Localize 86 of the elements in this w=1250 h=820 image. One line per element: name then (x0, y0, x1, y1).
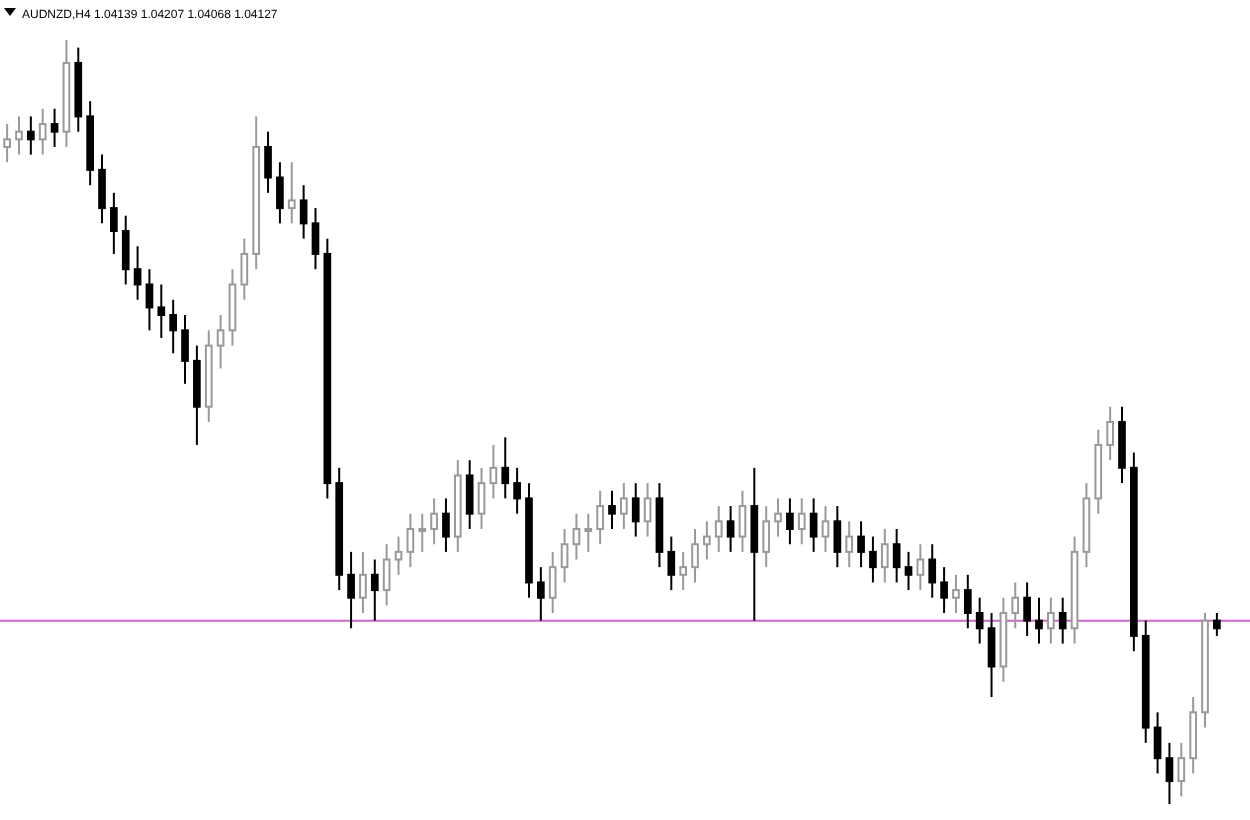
candlestick (311, 207, 320, 271)
candlestick (442, 497, 450, 553)
candlestick (1035, 596, 1043, 645)
candlestick (987, 612, 996, 699)
candlestick (892, 527, 901, 584)
candlestick (857, 520, 865, 569)
candlestick (952, 573, 960, 614)
candlestick (963, 573, 972, 630)
candlestick (631, 482, 640, 538)
candlestick (193, 344, 201, 446)
candlestick (489, 443, 498, 500)
candlestick (809, 497, 818, 553)
candlestick (477, 466, 486, 530)
candlestick (157, 283, 166, 339)
candlestick (536, 566, 545, 622)
candlestick (1011, 581, 1020, 630)
candlestick (703, 520, 711, 561)
candlestick (880, 527, 889, 584)
candlestick (940, 566, 948, 614)
candlestick (264, 130, 272, 194)
candlestick (620, 482, 628, 530)
candlestick (98, 153, 106, 225)
candlestick (133, 245, 142, 301)
candlestick (596, 489, 604, 546)
candlestick (501, 436, 510, 500)
candlestick (216, 314, 225, 370)
candlestick (845, 520, 854, 569)
candlestick (608, 489, 616, 530)
candlestick (1153, 711, 1162, 775)
candlestick (1023, 581, 1031, 637)
candlestick (667, 535, 676, 592)
candlestick (382, 543, 391, 607)
candlestick (50, 107, 59, 148)
candlestick (1213, 612, 1221, 637)
candlestick (169, 298, 178, 355)
candlestick (38, 107, 47, 156)
candlestick (347, 550, 355, 630)
candlestick (1118, 405, 1126, 485)
candlestick (1058, 596, 1067, 645)
candlestick (643, 482, 652, 538)
candlestick (833, 505, 842, 569)
candlestick (394, 535, 403, 576)
candlestick (276, 161, 284, 225)
candlestick (145, 268, 154, 332)
candlestick (762, 505, 771, 569)
candlestick (714, 505, 723, 553)
candlestick (904, 550, 913, 592)
candlestick (738, 489, 747, 553)
candlestick (750, 466, 759, 622)
candlestick (1046, 596, 1055, 645)
candlestick (406, 512, 415, 569)
candlestick (975, 596, 984, 645)
candlestick (181, 314, 189, 385)
candlestick (774, 497, 782, 538)
candlestick (370, 558, 379, 622)
candlestick (287, 161, 296, 225)
candlestick (228, 268, 237, 347)
candlestick (679, 550, 688, 592)
candlestick (3, 123, 11, 164)
candlestick (916, 543, 925, 592)
candlestick (430, 497, 438, 546)
candlestick (465, 459, 474, 530)
candlestick (26, 115, 35, 156)
candlestick (299, 184, 308, 240)
candlestick (584, 512, 593, 553)
candlestick (560, 527, 569, 584)
candlestick (726, 505, 735, 553)
candlestick (240, 237, 249, 301)
candlestick (786, 497, 794, 546)
candlestick (1106, 405, 1114, 462)
candlestick (513, 466, 521, 515)
candlestick (797, 497, 806, 546)
candlestick (1189, 696, 1198, 775)
candlestick (928, 543, 937, 599)
candlestick (15, 115, 23, 156)
candlestick (121, 214, 130, 286)
candlestick (572, 512, 581, 561)
candlestick (691, 527, 699, 584)
candlestick (869, 535, 877, 584)
candlestick (1177, 741, 1186, 798)
candlestick (548, 550, 557, 614)
candlestick (418, 512, 427, 553)
candlestick (110, 191, 118, 255)
candlestick (359, 550, 367, 614)
candlestick (1165, 741, 1174, 805)
candlestick (821, 505, 830, 553)
